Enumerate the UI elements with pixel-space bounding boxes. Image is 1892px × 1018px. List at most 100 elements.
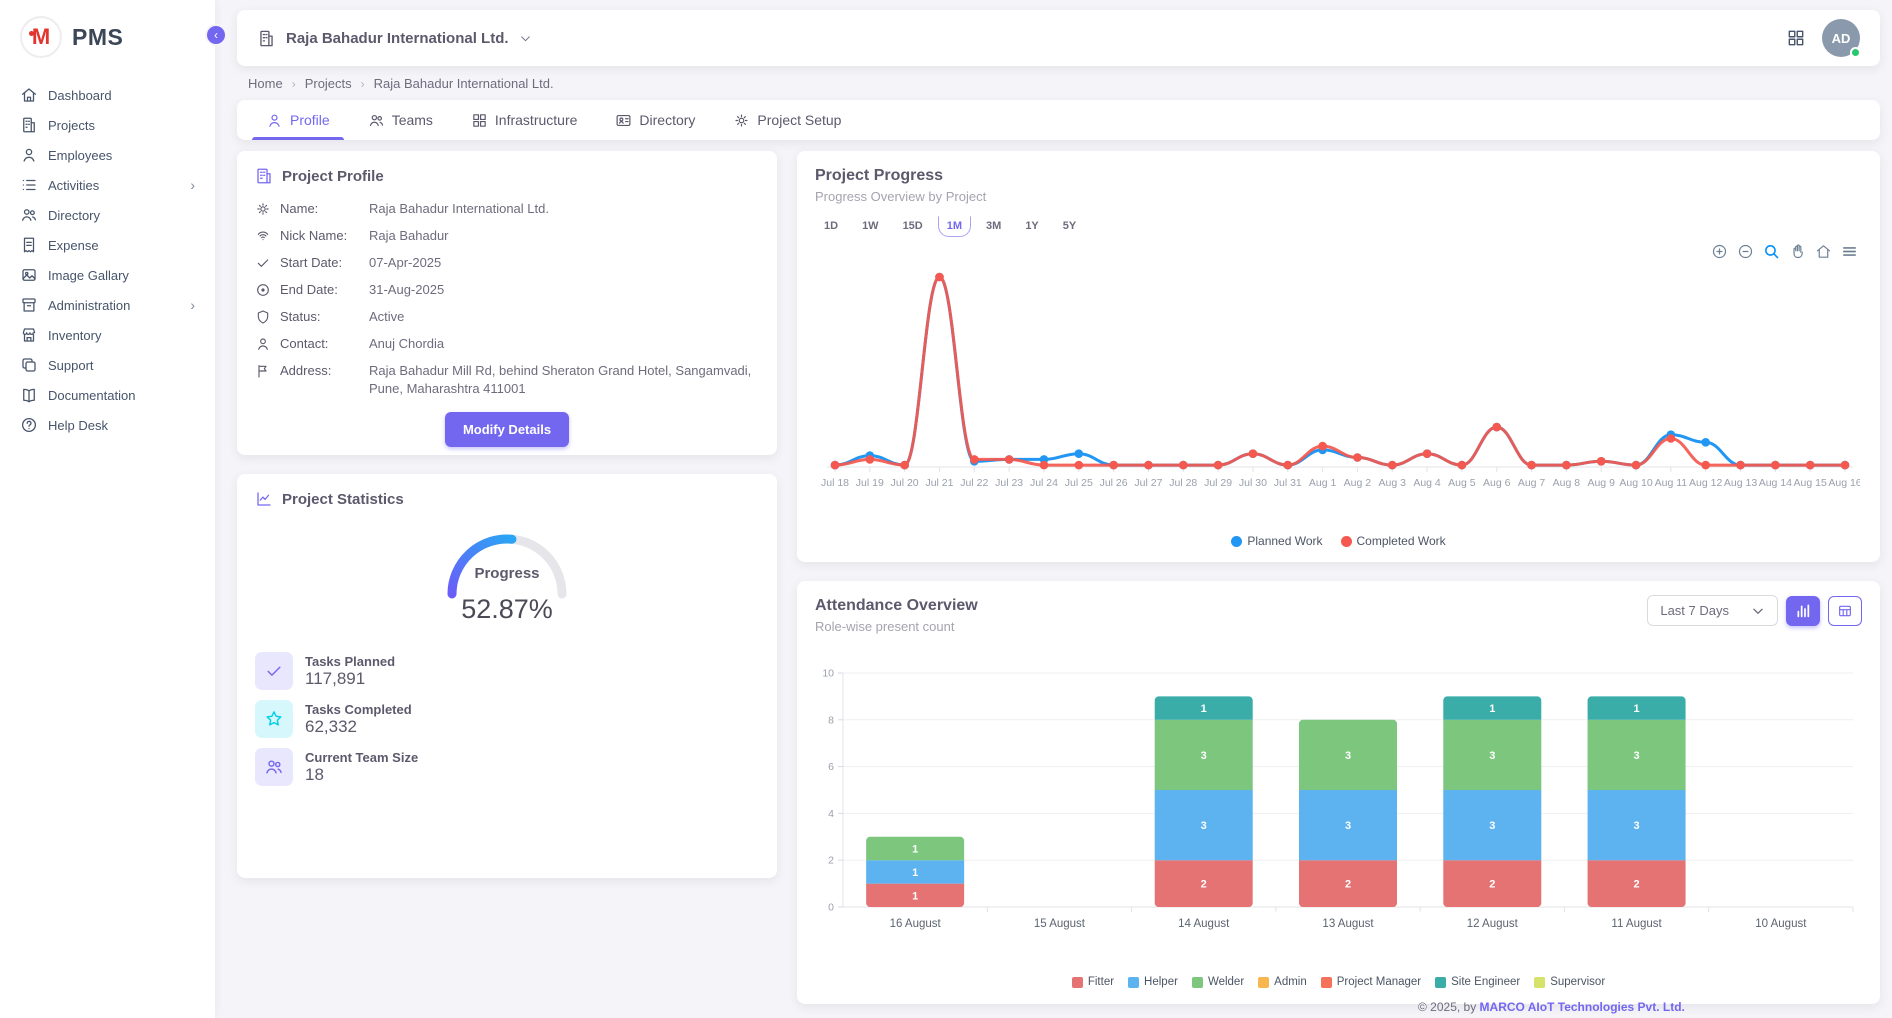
- x-axis-label: Jul 22: [960, 477, 988, 489]
- category-label: 11 August: [1611, 918, 1662, 930]
- tab-infrastructure[interactable]: Infrastructure: [457, 100, 591, 140]
- bar-view-toggle-button[interactable]: [1786, 596, 1820, 626]
- legend-item-project-manager[interactable]: Project Manager: [1321, 976, 1421, 988]
- sidebar-item-image-gallary[interactable]: Image Gallary: [10, 260, 205, 290]
- marker-completed-work: [1492, 423, 1501, 432]
- legend-swatch: [1128, 977, 1139, 988]
- legend-label: Planned Work: [1247, 534, 1322, 548]
- x-axis-label: Jul 21: [925, 477, 953, 489]
- table-view-toggle-button[interactable]: [1828, 596, 1862, 626]
- range-button-3m[interactable]: 3M: [977, 216, 1010, 237]
- category-label: 16 August: [890, 918, 942, 930]
- app-logo[interactable]: M PMS: [0, 0, 215, 72]
- apps-grid-icon[interactable]: [1786, 28, 1806, 48]
- legend-label: Helper: [1144, 976, 1178, 988]
- marker-completed-work: [1423, 449, 1432, 458]
- chevron-right-icon: ›: [190, 297, 195, 313]
- legend-item-site-engineer[interactable]: Site Engineer: [1435, 976, 1520, 988]
- sidebar-item-label: Expense: [48, 238, 99, 253]
- sidebar-item-employees[interactable]: Employees: [10, 140, 205, 170]
- legend-swatch: [1534, 977, 1545, 988]
- stat-current-team-size: Current Team Size18: [255, 748, 759, 786]
- legend-label: Fitter: [1088, 976, 1114, 988]
- x-axis-label: Jul 26: [1100, 477, 1128, 489]
- sidebar-item-label: Activities: [48, 178, 99, 193]
- gauge-label: Progress: [474, 565, 539, 582]
- x-axis-label: Jul 30: [1239, 477, 1267, 489]
- sidebar-item-label: Inventory: [48, 328, 101, 343]
- attendance-overview-card: Attendance Overview Role-wise present co…: [797, 581, 1880, 1004]
- users-icon: [264, 757, 284, 777]
- bar-value-label: 2: [1345, 879, 1351, 891]
- x-axis-label: Aug 6: [1483, 477, 1511, 489]
- marker-completed-work: [1597, 457, 1606, 466]
- archive-icon: [20, 296, 38, 314]
- field-label: Start Date:: [280, 254, 360, 272]
- legend-item-welder[interactable]: Welder: [1192, 976, 1244, 988]
- footer-company-link[interactable]: MARCO AIoT Technologies Pvt. Ltd.: [1480, 1000, 1685, 1014]
- project-progress-line-chart: Jul 18Jul 19Jul 20Jul 21Jul 22Jul 23Jul …: [813, 255, 1860, 501]
- sidebar-item-support[interactable]: Support: [10, 350, 205, 380]
- date-range-select[interactable]: Last 7 Days: [1647, 595, 1778, 626]
- tab-label: Directory: [639, 112, 695, 128]
- avatar-initials: AD: [1832, 31, 1851, 46]
- users-icon: [368, 112, 385, 129]
- legend-item-admin[interactable]: Admin: [1258, 976, 1307, 988]
- building-icon: [257, 29, 276, 48]
- legend-item-supervisor[interactable]: Supervisor: [1534, 976, 1605, 988]
- range-button-15d[interactable]: 15D: [894, 216, 932, 237]
- marker-completed-work: [1667, 434, 1676, 443]
- sidebar-item-administration[interactable]: Administration›: [10, 290, 205, 320]
- card-icon: [615, 112, 632, 129]
- x-axis-label: Aug 16: [1828, 477, 1860, 489]
- range-button-1w[interactable]: 1W: [853, 216, 888, 237]
- marker-completed-work: [1109, 461, 1118, 470]
- stat-value: 18: [305, 765, 418, 785]
- marker-planned-work: [1701, 438, 1710, 447]
- tab-profile[interactable]: Profile: [252, 100, 344, 140]
- bar-value-label: 1: [912, 867, 918, 879]
- project-tabs: ProfileTeamsInfrastructure Directory Proje…: [237, 100, 1880, 140]
- sidebar-collapse-button[interactable]: ‹: [205, 24, 227, 46]
- breadcrumb-projects[interactable]: Projects: [305, 76, 352, 91]
- tab-project-setup[interactable]: Project Setup: [719, 100, 855, 140]
- sidebar-item-label: Directory: [48, 208, 100, 223]
- y-axis-label: 2: [828, 855, 834, 867]
- range-button-1m[interactable]: 1M: [938, 216, 971, 237]
- legend-item-helper[interactable]: Helper: [1128, 976, 1178, 988]
- company-switcher[interactable]: Raja Bahadur International Ltd.: [257, 29, 532, 48]
- sidebar-item-projects[interactable]: Projects: [10, 110, 205, 140]
- range-button-1y[interactable]: 1Y: [1016, 216, 1047, 237]
- chevron-down-icon: [519, 32, 532, 45]
- stat-label: Current Team Size: [305, 750, 418, 765]
- modify-details-button[interactable]: Modify Details: [445, 412, 569, 447]
- circle-dot-icon: [255, 282, 271, 298]
- field-label: Name:: [280, 200, 360, 218]
- marker-completed-work: [1701, 461, 1710, 470]
- user-icon: [266, 112, 283, 129]
- sidebar-item-activities[interactable]: Activities›: [10, 170, 205, 200]
- legend-item-fitter[interactable]: Fitter: [1072, 976, 1114, 988]
- sidebar-item-help-desk[interactable]: Help Desk: [10, 410, 205, 440]
- store-icon: [20, 326, 38, 344]
- range-button-1d[interactable]: 1D: [815, 216, 847, 237]
- sidebar-item-dashboard[interactable]: Dashboard: [10, 80, 205, 110]
- x-axis-label: Aug 11: [1655, 477, 1688, 489]
- legend-item-planned-work[interactable]: Planned Work: [1231, 534, 1322, 548]
- legend-item-completed-work[interactable]: Completed Work: [1341, 534, 1446, 548]
- sidebar-item-expense[interactable]: Expense: [10, 230, 205, 260]
- sidebar-item-directory[interactable]: Directory: [10, 200, 205, 230]
- tab-directory[interactable]: Directory: [601, 100, 709, 140]
- y-axis-label: 8: [828, 714, 834, 726]
- home-icon: [20, 86, 38, 104]
- legend-swatch: [1258, 977, 1269, 988]
- flag-icon: [255, 363, 271, 379]
- marker-completed-work: [1249, 449, 1258, 458]
- user-avatar[interactable]: AD: [1822, 19, 1860, 57]
- tab-teams[interactable]: Teams: [354, 100, 447, 140]
- legend-swatch: [1341, 536, 1352, 547]
- range-button-5y[interactable]: 5Y: [1054, 216, 1085, 237]
- sidebar-item-documentation[interactable]: Documentation: [10, 380, 205, 410]
- sidebar-item-inventory[interactable]: Inventory: [10, 320, 205, 350]
- breadcrumb-home[interactable]: Home: [248, 76, 283, 91]
